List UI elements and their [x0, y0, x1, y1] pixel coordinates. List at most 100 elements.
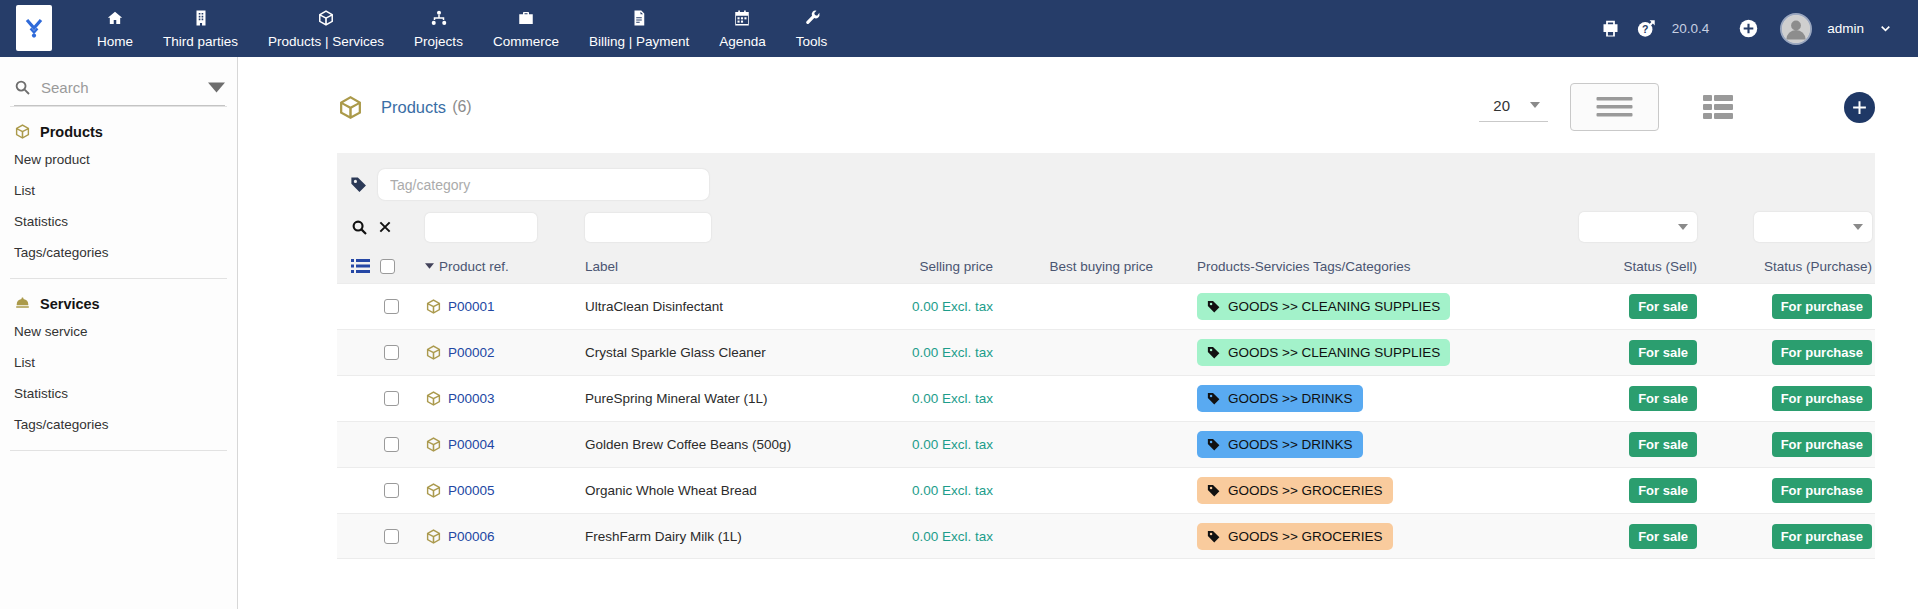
- search-scope-caret-icon[interactable]: [208, 79, 225, 96]
- product-cube-icon: [425, 528, 442, 545]
- sidebar-item-list[interactable]: List: [0, 347, 237, 378]
- product-ref-link[interactable]: P00002: [425, 344, 495, 361]
- col-header-buying-price[interactable]: Best buying price: [1049, 259, 1153, 274]
- status-purchase-filter-select[interactable]: [1754, 212, 1872, 242]
- cube-icon: [317, 9, 335, 30]
- create-product-button[interactable]: [1844, 92, 1875, 123]
- main-menu-item-commerce[interactable]: Commerce: [478, 0, 574, 57]
- selling-price: 0.00 Excl. tax: [912, 483, 993, 498]
- category-tag-badge[interactable]: GOODS >> GROCERIES: [1197, 523, 1393, 550]
- sidebar-item-tags-categories[interactable]: Tags/categories: [0, 237, 237, 268]
- sidebar-search-input[interactable]: [41, 79, 181, 96]
- selling-price: 0.00 Excl. tax: [912, 391, 993, 406]
- table-row: P00004 Golden Brew Coffee Beans (500g) 0…: [337, 421, 1875, 467]
- main-menu-item-third-parties[interactable]: Third parties: [148, 0, 253, 57]
- search-icon: [14, 79, 31, 96]
- col-header-ref[interactable]: Product ref.: [439, 259, 509, 274]
- category-tag-badge[interactable]: GOODS >> DRINKS: [1197, 431, 1363, 458]
- cube-icon: [14, 123, 31, 140]
- main-menu-item-projects[interactable]: Projects: [399, 0, 478, 57]
- user-name[interactable]: admin: [1827, 21, 1864, 36]
- product-ref-link[interactable]: P00001: [425, 298, 495, 315]
- chevron-down-icon[interactable]: [1879, 22, 1892, 35]
- row-checkbox[interactable]: [384, 483, 399, 498]
- status-sell-badge: For sale: [1629, 386, 1697, 411]
- home-icon: [106, 9, 124, 30]
- sidebar-item-new-service[interactable]: New service: [0, 316, 237, 347]
- main-menu-item-home[interactable]: Home: [82, 0, 148, 57]
- tools-icon: [803, 9, 821, 30]
- status-purchase-badge: For purchase: [1772, 524, 1872, 549]
- main-menu-item-products-services[interactable]: Products | Services: [253, 0, 399, 57]
- status-purchase-badge: For purchase: [1772, 478, 1872, 503]
- main-menu-item-tools[interactable]: Tools: [781, 0, 843, 57]
- apply-filter-icon[interactable]: [351, 219, 368, 236]
- label-filter-input[interactable]: [585, 213, 711, 242]
- status-purchase-badge: For purchase: [1772, 294, 1872, 319]
- sidebar-item-statistics[interactable]: Statistics: [0, 206, 237, 237]
- category-tag-badge[interactable]: GOODS >> GROCERIES: [1197, 477, 1393, 504]
- building-icon: [192, 9, 210, 30]
- sidebar-item-statistics[interactable]: Statistics: [0, 378, 237, 409]
- select-columns-icon[interactable]: [351, 258, 370, 274]
- product-cube-icon: [425, 482, 442, 499]
- row-checkbox[interactable]: [384, 529, 399, 544]
- col-header-tags[interactable]: Products-Servicies Tags/Categories: [1197, 259, 1411, 274]
- main-menu-item-agenda[interactable]: Agenda: [704, 0, 781, 57]
- main-menu-item-billing-payment[interactable]: Billing | Payment: [574, 0, 704, 57]
- view-mode-grid-button[interactable]: [1703, 95, 1733, 119]
- sidebar-item-list[interactable]: List: [0, 175, 237, 206]
- category-tag-badge[interactable]: GOODS >> CLEANING SUPPLIES: [1197, 293, 1450, 320]
- tag-icon: [1206, 345, 1221, 360]
- tag-category-filter-input[interactable]: [378, 169, 709, 200]
- person-icon: [1782, 15, 1810, 43]
- sidebar-item-new-product[interactable]: New product: [0, 144, 237, 175]
- status-sell-filter-select[interactable]: [1579, 212, 1697, 242]
- clear-filter-icon[interactable]: [378, 220, 392, 234]
- top-menubar: Home Third parties Products | Services P…: [0, 0, 1918, 57]
- product-cube-icon: [425, 298, 442, 315]
- left-sidebar: Products New productListStatisticsTags/c…: [0, 57, 238, 609]
- dolibarr-logo[interactable]: [16, 5, 52, 51]
- user-avatar[interactable]: [1780, 13, 1812, 45]
- list-view-icon: [1596, 95, 1633, 119]
- row-checkbox[interactable]: [384, 437, 399, 452]
- record-count: (6): [452, 98, 472, 116]
- row-checkbox[interactable]: [384, 345, 399, 360]
- help-icon[interactable]: ?: [1636, 18, 1657, 39]
- product-ref-link[interactable]: P00004: [425, 436, 495, 453]
- col-header-status-purchase[interactable]: Status (Purchase): [1764, 259, 1872, 274]
- selling-price: 0.00 Excl. tax: [912, 437, 993, 452]
- print-icon[interactable]: [1600, 18, 1621, 39]
- list-controls: 20: [1479, 83, 1875, 131]
- selling-price: 0.00 Excl. tax: [912, 345, 993, 360]
- col-header-label[interactable]: Label: [585, 259, 618, 274]
- ref-filter-input[interactable]: [425, 213, 537, 242]
- main-menu: Home Third parties Products | Services P…: [82, 0, 842, 57]
- product-ref-link[interactable]: P00006: [425, 528, 495, 545]
- quick-add-icon[interactable]: [1738, 18, 1759, 39]
- product-label: UltraClean Disinfectant: [585, 299, 723, 314]
- tag-filter-row: [337, 166, 1875, 208]
- category-tag-badge[interactable]: GOODS >> DRINKS: [1197, 385, 1363, 412]
- sidebar-item-tags-categories[interactable]: Tags/categories: [0, 409, 237, 440]
- col-header-status-sell[interactable]: Status (Sell): [1623, 259, 1697, 274]
- row-checkbox[interactable]: [384, 391, 399, 406]
- col-header-selling-price[interactable]: Selling price: [919, 259, 993, 274]
- category-tag-badge[interactable]: GOODS >> CLEANING SUPPLIES: [1197, 339, 1450, 366]
- sort-desc-icon[interactable]: [425, 263, 434, 269]
- product-label: PureSpring Mineral Water (1L): [585, 391, 768, 406]
- select-all-checkbox[interactable]: [380, 259, 395, 274]
- product-ref-link[interactable]: P00003: [425, 390, 495, 407]
- divider: [10, 106, 227, 107]
- dolibarr-logo-icon: [22, 16, 46, 40]
- view-mode-list-button[interactable]: [1570, 83, 1659, 131]
- tag-icon: [1206, 483, 1221, 498]
- product-cube-icon: [425, 390, 442, 407]
- row-checkbox[interactable]: [384, 299, 399, 314]
- calendar-icon: [733, 9, 751, 30]
- tag-icon: [1206, 299, 1221, 314]
- page-size-select[interactable]: 20: [1479, 93, 1548, 122]
- table-body: P00001 UltraClean Disinfectant 0.00 Excl…: [337, 283, 1875, 559]
- product-ref-link[interactable]: P00005: [425, 482, 495, 499]
